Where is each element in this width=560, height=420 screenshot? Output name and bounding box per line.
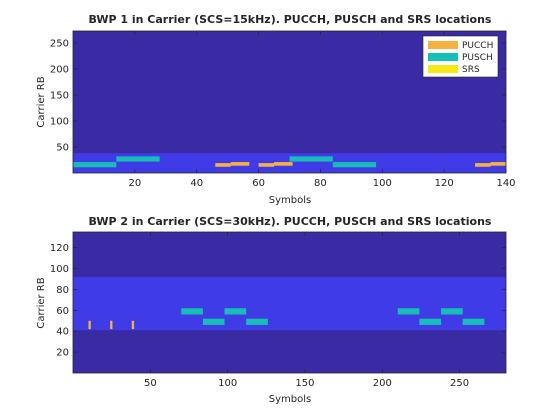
pusch-allocation <box>202 318 225 325</box>
x-tick-label: 50 <box>144 378 157 389</box>
pucch-allocation <box>110 320 113 330</box>
pucch-allocation <box>230 162 250 166</box>
y-tick-label: 20 <box>56 348 69 359</box>
x-tick-label: 200 <box>373 378 392 389</box>
y-tick-label: 80 <box>56 285 69 296</box>
pusch-allocation <box>419 318 442 325</box>
legend-swatch-pucch <box>428 41 458 49</box>
x-tick-label: 20 <box>128 178 141 189</box>
pusch-allocation <box>116 156 160 162</box>
y-tick-label: 150 <box>50 90 69 101</box>
legend-label-pucch: PUCCH <box>462 41 493 51</box>
pucch-allocation <box>490 162 506 166</box>
x-tick-label: 80 <box>314 178 327 189</box>
y-tick-label: 100 <box>50 264 69 275</box>
chart-title: BWP 2 in Carrier (SCS=30kHz). PUCCH, PUS… <box>89 215 492 228</box>
pusch-allocation <box>246 318 268 325</box>
allocation-layer <box>73 156 506 168</box>
legend-swatch-pusch <box>428 53 458 61</box>
pusch-allocation <box>181 308 203 315</box>
y-tick-label: 40 <box>56 327 69 338</box>
allocation-layer <box>88 308 485 330</box>
pucch-allocation <box>258 163 275 167</box>
pusch-allocation <box>462 318 485 325</box>
axes-frame <box>72 231 507 374</box>
x-tick-label: 100 <box>373 178 392 189</box>
x-axis-label: Symbols <box>269 394 311 405</box>
pucch-allocation <box>475 163 491 167</box>
x-tick-label: 120 <box>435 178 454 189</box>
x-tick-label: 140 <box>496 178 515 189</box>
y-tick-label: 100 <box>50 116 69 127</box>
y-axis-label: Carrier RB <box>36 76 47 127</box>
x-tick-label: 100 <box>218 378 237 389</box>
pusch-allocation <box>441 308 463 315</box>
pusch-allocation <box>73 162 117 168</box>
bwp1-chart: BWP 1 in Carrier (SCS=15kHz). PUCCH, PUS… <box>36 13 516 206</box>
y-tick-label: 200 <box>50 64 69 75</box>
chart-title: BWP 1 in Carrier (SCS=15kHz). PUCCH, PUS… <box>89 13 492 26</box>
pusch-allocation <box>332 162 377 168</box>
y-axis-label: Carrier RB <box>36 277 47 328</box>
pucch-allocation <box>274 162 293 166</box>
x-tick-label: 250 <box>450 378 469 389</box>
x-axis-label: Symbols <box>269 195 311 206</box>
y-tick-label: 120 <box>50 243 69 254</box>
pucch-allocation <box>88 320 91 330</box>
axes-frame <box>72 30 507 174</box>
pusch-allocation <box>224 308 247 315</box>
y-tick-label: 60 <box>56 306 69 317</box>
pucch-allocation <box>215 163 231 167</box>
pucch-allocation <box>131 320 135 330</box>
legend-swatch-srs <box>428 65 458 73</box>
x-tick-label: 150 <box>295 378 314 389</box>
legend: PUCCH PUSCH SRS <box>422 35 499 78</box>
pusch-allocation <box>289 156 333 162</box>
legend-label-pusch: PUSCH <box>462 53 493 63</box>
pusch-allocation <box>397 308 420 315</box>
legend-label-srs: SRS <box>462 65 480 75</box>
tick-layer: 50 100 150 200 250 20 40 60 80 100 120 <box>50 232 506 389</box>
bwp2-chart: BWP 2 in Carrier (SCS=30kHz). PUCCH, PUS… <box>36 215 507 405</box>
x-tick-label: 60 <box>252 178 265 189</box>
x-tick-label: 40 <box>190 178 203 189</box>
y-tick-label: 50 <box>56 142 69 153</box>
y-tick-label: 250 <box>50 38 69 49</box>
